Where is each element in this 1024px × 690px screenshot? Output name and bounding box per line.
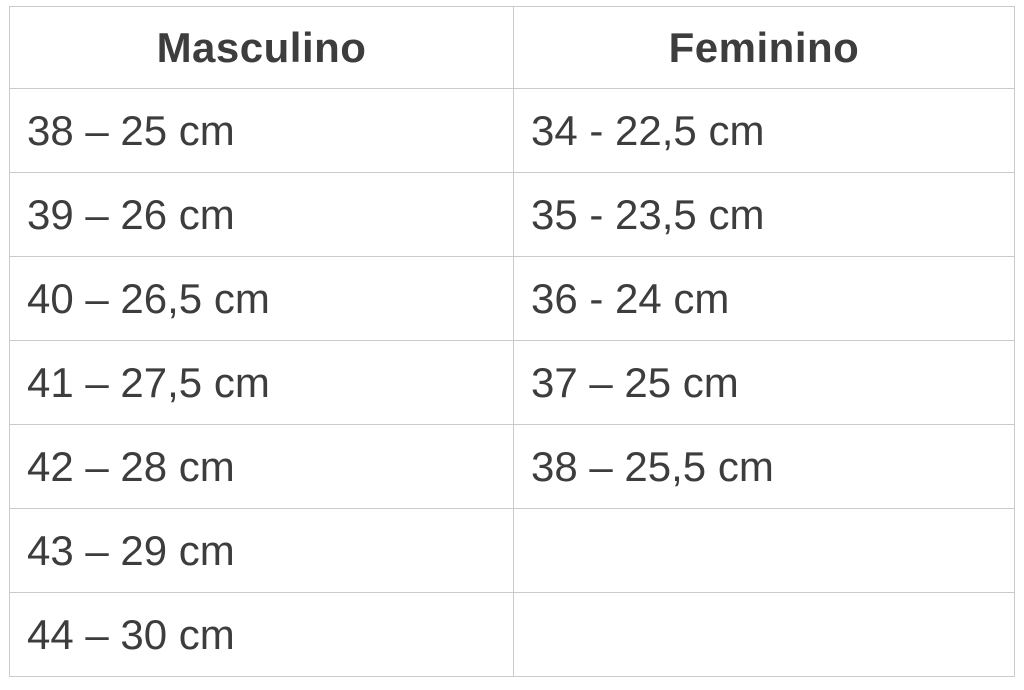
- cell-feminino: 35 - 23,5 cm: [513, 172, 1015, 257]
- cell-masculino: 39 – 26 cm: [9, 172, 514, 257]
- column-header-feminino: Feminino: [513, 6, 1015, 89]
- column-header-masculino: Masculino: [9, 6, 514, 89]
- table-row: 43 – 29 cm: [9, 508, 1015, 593]
- cell-masculino: 40 – 26,5 cm: [9, 256, 514, 341]
- table-row: 44 – 30 cm: [9, 592, 1015, 677]
- table-row: 42 – 28 cm 38 – 25,5 cm: [9, 424, 1015, 509]
- cell-feminino: [513, 508, 1015, 593]
- size-conversion-table: Masculino Feminino 38 – 25 cm 34 - 22,5 …: [9, 6, 1015, 677]
- cell-feminino: 36 - 24 cm: [513, 256, 1015, 341]
- cell-masculino: 44 – 30 cm: [9, 592, 514, 677]
- size-conversion-table-container: Masculino Feminino 38 – 25 cm 34 - 22,5 …: [9, 6, 1015, 677]
- cell-masculino: 42 – 28 cm: [9, 424, 514, 509]
- cell-feminino: 37 – 25 cm: [513, 340, 1015, 425]
- cell-feminino: 38 – 25,5 cm: [513, 424, 1015, 509]
- cell-masculino: 41 – 27,5 cm: [9, 340, 514, 425]
- table-row: 38 – 25 cm 34 - 22,5 cm: [9, 88, 1015, 173]
- table-row: 40 – 26,5 cm 36 - 24 cm: [9, 256, 1015, 341]
- cell-feminino: 34 - 22,5 cm: [513, 88, 1015, 173]
- table-row: 39 – 26 cm 35 - 23,5 cm: [9, 172, 1015, 257]
- header-row: Masculino Feminino: [9, 6, 1015, 89]
- cell-masculino: 38 – 25 cm: [9, 88, 514, 173]
- cell-masculino: 43 – 29 cm: [9, 508, 514, 593]
- cell-feminino: [513, 592, 1015, 677]
- table-row: 41 – 27,5 cm 37 – 25 cm: [9, 340, 1015, 425]
